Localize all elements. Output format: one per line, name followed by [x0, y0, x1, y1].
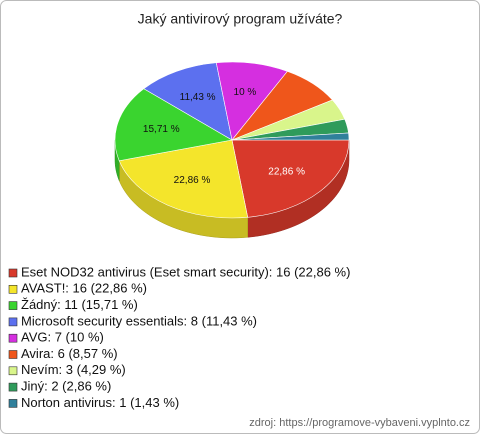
legend-label: AVG: 7 (10 %): [21, 330, 104, 345]
legend-label: Žádný: 11 (15,71 %): [21, 297, 138, 312]
legend-swatch: [8, 301, 18, 310]
slice: [114, 88, 233, 162]
legend-label: Norton antivirus: 1 (1,43 %): [21, 395, 179, 410]
legend-label: Avira: 6 (8,57 %): [21, 346, 118, 361]
slice-label: 11,43 %: [180, 92, 216, 103]
slice: [118, 139, 249, 219]
legend-swatch: [8, 317, 18, 327]
legend-swatch: [8, 284, 18, 294]
slice: [215, 61, 288, 141]
legend-label: Nevím: 3 (4,29 %): [21, 362, 126, 377]
slice-label: 22,86 %: [268, 166, 305, 177]
legend-swatch: [8, 382, 18, 392]
legend-swatch: [8, 399, 18, 408]
legend-swatch: [8, 366, 18, 376]
legend-label: AVAST!: 16 (22,86 %): [21, 281, 147, 296]
legend-swatch: [8, 268, 18, 278]
slice: [231, 132, 350, 141]
slice: [231, 139, 350, 218]
source: zdroj: https://programove-vybaveni.vypln…: [249, 417, 470, 429]
legend-swatch: [8, 350, 18, 359]
chart-title: Jaký antivirový program užíváte?: [138, 11, 343, 27]
slice-label: 22,86 %: [174, 175, 211, 186]
legend-label: Jiný: 2 (2,86 %): [21, 379, 111, 394]
slice: [143, 62, 233, 141]
legend-label: Eset NOD32 antivirus (Eset smart securit…: [21, 264, 350, 279]
slice-label: 10 %: [234, 87, 257, 98]
slice-label: 15,71 %: [143, 124, 180, 135]
legend-label: Microsoft security essentials: 8 (11,43 …: [21, 313, 257, 328]
legend-swatch: [8, 333, 18, 343]
